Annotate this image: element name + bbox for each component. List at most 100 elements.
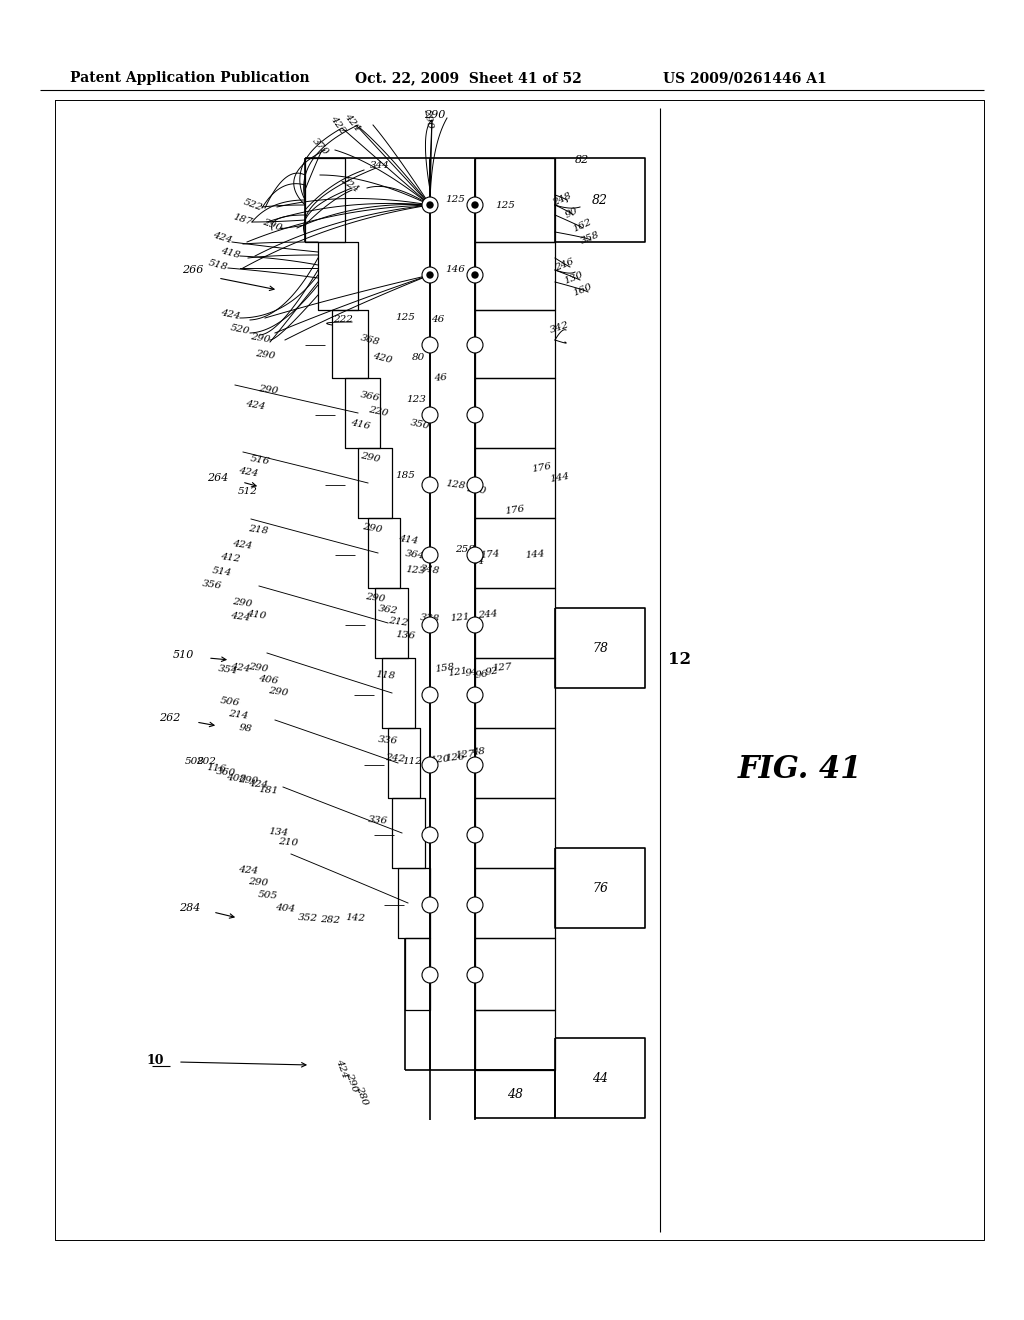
Circle shape bbox=[467, 267, 483, 282]
Text: 282: 282 bbox=[319, 915, 340, 925]
Circle shape bbox=[427, 202, 433, 209]
Text: 348: 348 bbox=[420, 564, 440, 576]
Circle shape bbox=[467, 546, 483, 564]
Text: 242: 242 bbox=[385, 752, 406, 763]
Text: 176: 176 bbox=[505, 504, 525, 516]
Text: 410: 410 bbox=[246, 609, 266, 620]
Text: 366: 366 bbox=[359, 391, 381, 404]
Text: 123: 123 bbox=[407, 396, 426, 404]
Circle shape bbox=[467, 686, 483, 704]
Text: 418: 418 bbox=[219, 246, 241, 260]
Text: 336: 336 bbox=[368, 814, 388, 825]
Text: 352: 352 bbox=[298, 913, 318, 923]
Circle shape bbox=[422, 828, 438, 843]
Text: 82: 82 bbox=[575, 154, 589, 165]
Text: 90: 90 bbox=[564, 206, 580, 220]
Text: 174: 174 bbox=[479, 549, 501, 561]
Circle shape bbox=[422, 546, 438, 564]
Text: FIG. 41: FIG. 41 bbox=[737, 755, 862, 785]
Text: 220: 220 bbox=[368, 405, 389, 418]
Text: 424: 424 bbox=[229, 663, 251, 673]
Text: 424: 424 bbox=[335, 1057, 349, 1078]
Text: 290: 290 bbox=[365, 593, 385, 603]
Text: 290: 290 bbox=[267, 686, 289, 698]
Text: 162: 162 bbox=[571, 218, 593, 234]
Text: Oct. 22, 2009  Sheet 41 of 52: Oct. 22, 2009 Sheet 41 of 52 bbox=[355, 71, 582, 84]
Text: 128: 128 bbox=[444, 479, 466, 491]
Circle shape bbox=[422, 968, 438, 983]
Circle shape bbox=[467, 337, 483, 352]
Text: 78: 78 bbox=[592, 642, 608, 655]
Text: 416: 416 bbox=[349, 418, 371, 432]
Text: 222: 222 bbox=[333, 315, 353, 325]
Circle shape bbox=[472, 272, 478, 279]
Text: 514: 514 bbox=[212, 566, 232, 578]
Text: 246: 246 bbox=[553, 257, 574, 273]
Circle shape bbox=[427, 272, 433, 279]
Text: 424: 424 bbox=[231, 539, 253, 550]
Text: 290: 290 bbox=[248, 876, 268, 887]
Circle shape bbox=[467, 407, 483, 422]
Text: 424: 424 bbox=[238, 865, 258, 875]
Text: 338: 338 bbox=[420, 612, 440, 623]
Circle shape bbox=[422, 686, 438, 704]
Text: 121: 121 bbox=[450, 612, 470, 623]
Text: 520: 520 bbox=[229, 323, 251, 337]
Text: 146: 146 bbox=[445, 265, 465, 275]
Text: 424: 424 bbox=[245, 399, 265, 411]
Text: 80: 80 bbox=[412, 354, 425, 363]
Text: 290: 290 bbox=[250, 331, 270, 345]
Text: 94: 94 bbox=[465, 668, 479, 678]
Text: 280: 280 bbox=[354, 1084, 370, 1106]
Text: 202: 202 bbox=[196, 758, 216, 767]
Circle shape bbox=[422, 616, 438, 634]
Circle shape bbox=[467, 756, 483, 774]
Text: 406: 406 bbox=[257, 675, 279, 686]
Text: 344: 344 bbox=[370, 161, 390, 169]
Text: 516: 516 bbox=[250, 454, 270, 466]
Circle shape bbox=[422, 337, 438, 352]
Text: 144: 144 bbox=[550, 471, 570, 484]
Text: 82: 82 bbox=[592, 194, 608, 206]
Text: 210: 210 bbox=[278, 837, 298, 847]
Circle shape bbox=[422, 197, 438, 213]
Text: 76: 76 bbox=[592, 882, 608, 895]
Text: 44: 44 bbox=[471, 557, 484, 566]
Text: 368: 368 bbox=[359, 333, 381, 347]
Text: 125: 125 bbox=[395, 314, 415, 322]
Text: 424: 424 bbox=[229, 611, 251, 623]
Text: 354: 354 bbox=[217, 664, 239, 676]
Circle shape bbox=[422, 407, 438, 422]
Text: 420: 420 bbox=[372, 351, 393, 364]
Text: 181: 181 bbox=[258, 784, 279, 796]
Circle shape bbox=[422, 477, 438, 492]
Text: 118: 118 bbox=[375, 669, 395, 680]
Text: 290: 290 bbox=[424, 110, 445, 120]
Text: 116: 116 bbox=[206, 763, 226, 774]
Circle shape bbox=[467, 616, 483, 634]
Text: 120: 120 bbox=[430, 755, 451, 766]
Text: 358: 358 bbox=[580, 230, 601, 246]
Text: 412: 412 bbox=[219, 552, 241, 564]
Text: 130: 130 bbox=[563, 271, 585, 286]
Text: 258: 258 bbox=[455, 545, 475, 554]
Circle shape bbox=[422, 898, 438, 913]
Text: 356: 356 bbox=[202, 579, 222, 591]
Text: 44: 44 bbox=[592, 1072, 608, 1085]
Text: 127: 127 bbox=[492, 663, 512, 673]
Text: 158: 158 bbox=[434, 663, 456, 673]
Circle shape bbox=[422, 267, 438, 282]
Circle shape bbox=[467, 197, 483, 213]
Text: 185: 185 bbox=[395, 470, 415, 479]
Text: 224: 224 bbox=[339, 176, 360, 194]
Text: 187: 187 bbox=[232, 213, 254, 227]
Text: 512: 512 bbox=[238, 487, 258, 496]
Text: 290: 290 bbox=[359, 451, 381, 465]
Text: 336: 336 bbox=[378, 735, 398, 746]
Text: 48: 48 bbox=[471, 747, 485, 758]
Text: 214: 214 bbox=[227, 709, 249, 721]
Text: 424: 424 bbox=[248, 779, 268, 789]
Text: 290: 290 bbox=[261, 218, 283, 232]
Text: 46: 46 bbox=[433, 374, 447, 383]
Text: 414: 414 bbox=[397, 535, 419, 546]
